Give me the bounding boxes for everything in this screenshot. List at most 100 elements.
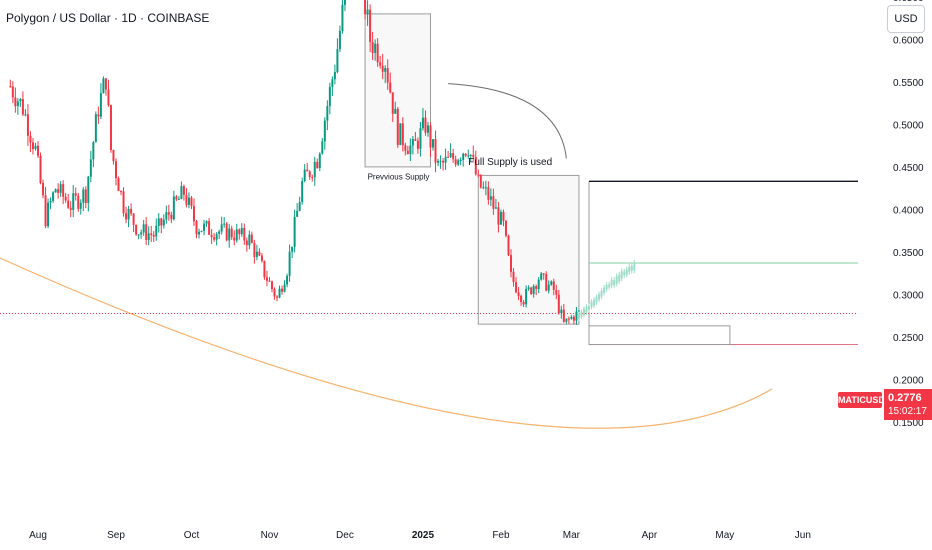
candle-body	[137, 234, 140, 236]
candle-body	[401, 123, 404, 146]
candle-body	[250, 234, 253, 243]
candle-body	[535, 286, 538, 289]
candle-body	[293, 216, 296, 247]
candle-body	[489, 196, 492, 200]
candle-body	[331, 79, 334, 87]
candle-body	[530, 287, 533, 294]
candle-body	[44, 195, 47, 227]
candle-body	[14, 97, 17, 107]
candle-body	[429, 125, 432, 148]
candle-body	[160, 218, 163, 226]
candle-body	[386, 68, 389, 83]
candle-body	[464, 153, 467, 156]
candle-body	[180, 186, 183, 199]
candle-body	[419, 128, 422, 149]
y-tick-label: 0.4500	[893, 163, 924, 174]
x-tick-label: Apr	[642, 530, 658, 541]
candle-body	[182, 186, 185, 195]
candle-body	[336, 49, 339, 73]
candle-body	[117, 178, 120, 192]
candle-body	[69, 207, 72, 210]
candle-body	[155, 225, 158, 237]
candle-body	[492, 196, 495, 209]
x-tick-label: Oct	[184, 530, 200, 541]
candle-body	[454, 159, 457, 165]
candle-body	[520, 295, 523, 303]
candle-body	[150, 233, 153, 235]
candle-body	[311, 176, 314, 178]
candle-body	[177, 198, 180, 200]
candle-body	[162, 219, 165, 226]
candle-body	[92, 142, 95, 160]
candle-body	[306, 169, 309, 172]
candle-body	[555, 289, 558, 295]
candle-body	[374, 43, 377, 53]
projection-candle	[580, 311, 583, 317]
candle-body	[130, 208, 133, 214]
candle-body	[399, 123, 402, 145]
candle-body	[185, 194, 188, 205]
candle-body	[172, 196, 175, 220]
candle-body	[414, 139, 417, 141]
projection-candle	[610, 279, 613, 286]
candle-body	[205, 221, 208, 224]
candle-body	[233, 237, 236, 241]
currency-button[interactable]: USD	[887, 5, 925, 33]
candle-body	[515, 282, 518, 293]
last-price-tag: 0.2776 15:02:17	[884, 389, 932, 420]
candle-body	[333, 72, 336, 80]
candle-body	[502, 211, 505, 221]
candle-body	[99, 93, 102, 117]
candle-body	[381, 65, 384, 72]
candle-body	[142, 224, 145, 233]
candle-body	[278, 288, 281, 298]
candle-body	[477, 174, 480, 176]
candle-body	[394, 108, 397, 114]
full-supply-label: Full Supply is used	[468, 157, 552, 168]
candle-body	[308, 171, 311, 177]
candle-body	[77, 195, 80, 209]
candle-body	[522, 302, 525, 305]
candle-body	[9, 86, 12, 88]
candle-body	[389, 82, 392, 93]
candle-body	[504, 220, 507, 236]
projection-candle	[633, 262, 636, 271]
candle-body	[545, 274, 548, 291]
y-tick-label: 0.3500	[893, 248, 924, 259]
candle-body	[406, 150, 409, 155]
candle-body	[235, 229, 238, 241]
candle-body	[94, 114, 97, 143]
candle-body	[283, 284, 286, 292]
x-tick-label: Dec	[336, 530, 354, 541]
candle-body	[510, 255, 513, 272]
candle-body	[29, 135, 32, 143]
candle-body	[409, 145, 412, 155]
projection-candle	[628, 266, 631, 273]
candle-body	[175, 196, 178, 200]
candle-body	[210, 234, 213, 238]
candle-body	[296, 210, 299, 217]
candle-body	[102, 78, 105, 94]
candle-body	[341, 4, 344, 32]
candle-body	[462, 153, 465, 160]
candle-body	[52, 192, 55, 201]
candle-body	[37, 145, 39, 156]
candle-body	[82, 189, 85, 203]
y-tick-label: 0.6000	[893, 35, 924, 46]
candle-body	[575, 311, 578, 321]
candle-body	[125, 213, 128, 220]
candle-body	[255, 251, 258, 257]
candle-body	[371, 42, 374, 53]
candle-body	[62, 184, 65, 197]
candle-body	[316, 161, 319, 169]
projection-candle	[577, 313, 580, 319]
candle-body	[114, 161, 117, 179]
candle-body	[208, 221, 211, 235]
candle-body	[459, 159, 462, 161]
candle-body	[273, 289, 276, 297]
candle-body	[122, 191, 125, 214]
candle-body	[157, 218, 160, 226]
candle-body	[84, 189, 87, 203]
projection-candle	[615, 276, 618, 284]
